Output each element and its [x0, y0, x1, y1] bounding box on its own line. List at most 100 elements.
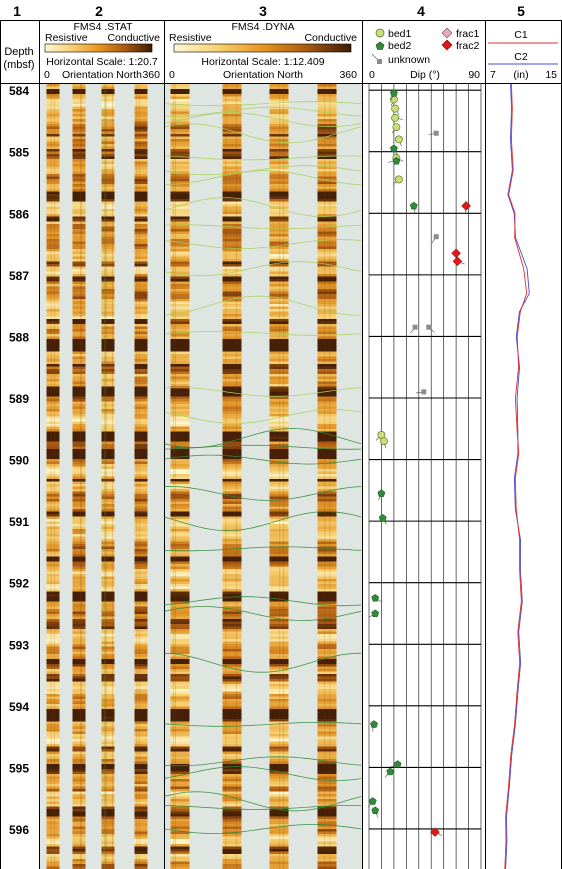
dyna-pad-row	[222, 281, 242, 285]
dyna-pad-row	[317, 866, 337, 869]
stat-title: FMS4 .STAT	[73, 21, 133, 33]
stat-pad-row	[72, 696, 86, 700]
dyna-pad-row	[170, 634, 190, 637]
stat-pad-row	[72, 659, 86, 662]
dyna-pad-row	[170, 184, 190, 187]
dyna-pad-row	[269, 149, 289, 152]
dyna-pad-row	[222, 819, 242, 822]
dyna-pad-row	[269, 329, 289, 332]
stat-pad-row	[72, 506, 86, 510]
stat-pad-row	[134, 124, 148, 127]
dyna-pad-row	[269, 384, 289, 387]
stat-pad-row	[72, 581, 86, 585]
stat-pad-row	[101, 499, 115, 502]
dyna-pad-row	[222, 594, 242, 597]
dyna-pad-row	[269, 516, 289, 520]
stat-pad-row	[46, 799, 60, 802]
stat-pad-row	[101, 474, 115, 477]
dyna-pad-row	[222, 319, 242, 322]
dyna-pad-row	[170, 831, 190, 835]
stat-pad-row	[46, 161, 60, 165]
dyna-pad-row	[269, 389, 289, 392]
stat-pad-row	[72, 666, 86, 670]
stat-pad-row	[134, 179, 148, 182]
dyna-pad-row	[222, 536, 242, 540]
dyna-pad-row	[170, 219, 190, 222]
dyna-bedding-sinusoid	[164, 261, 362, 277]
stat-pad-row	[101, 444, 115, 447]
dyna-pad-row	[170, 106, 190, 110]
stat-pad-row	[101, 621, 115, 625]
stat-pad-row	[72, 429, 86, 432]
dyna-pad-row	[222, 744, 242, 747]
dyna-pad-row	[269, 441, 289, 445]
stat-pad-row	[46, 764, 60, 767]
dyna-pad-row	[317, 474, 337, 477]
dyna-pad-row	[222, 211, 242, 215]
dyna-pad-row	[317, 289, 337, 292]
dyna-pad-row	[269, 264, 289, 267]
dyna-pad-row	[170, 306, 190, 310]
stat-pad-row	[46, 746, 60, 750]
dyna-pad-row	[317, 804, 337, 807]
dyna-pad-row	[317, 409, 337, 412]
stat-pad-row	[101, 581, 115, 585]
stat-pad-row	[72, 599, 86, 602]
dyna-pad-row	[317, 246, 337, 250]
stat-pad-row	[134, 194, 148, 197]
dyna-pad-row	[170, 239, 190, 242]
stat-pad-row	[101, 284, 115, 287]
stat-pad-row	[72, 179, 86, 182]
stat-pad-row	[134, 841, 148, 845]
dyna-pad-row	[269, 446, 289, 450]
stat-pad-row	[46, 661, 60, 665]
caliper-c1-curve	[504, 83, 528, 869]
dyna-pad-row	[170, 536, 190, 540]
stat-pad-row	[72, 376, 86, 380]
stat-pad-row	[101, 631, 115, 635]
stat-pad-row	[72, 554, 86, 557]
stat-pad-row	[101, 634, 115, 637]
dyna-pad-row	[170, 761, 190, 765]
stat-pad-row	[46, 386, 60, 390]
dyna-pad-row	[222, 511, 242, 515]
stat-pad-row	[101, 121, 115, 125]
dyna-pad-row	[317, 661, 337, 665]
dyna-pad-row	[170, 694, 190, 697]
dyna-pad-row	[222, 219, 242, 222]
dyna-pad-row	[170, 849, 190, 852]
dyna-pad-row	[317, 304, 337, 307]
stat-pad-row	[46, 369, 60, 372]
stat-pad-row	[72, 644, 86, 647]
dyna-pad-row	[222, 164, 242, 167]
dyna-pad-row	[269, 699, 289, 702]
stat-pad-row	[72, 224, 86, 227]
dyna-pad-row	[317, 516, 337, 520]
dyna-pad-row	[222, 274, 242, 277]
dyna-pad-row	[222, 214, 242, 217]
stat-pad-row	[134, 346, 148, 350]
stat-pad-row	[72, 181, 86, 185]
stat-pad-row	[46, 786, 60, 790]
dyna-pad-row	[222, 716, 242, 720]
dyna-pad-row	[317, 134, 337, 137]
stat-pad-row	[101, 146, 115, 150]
stat-pad-row	[134, 809, 148, 812]
dyna-pad-row	[269, 769, 289, 772]
dyna-pad-row	[317, 89, 337, 92]
dyna-pad-row	[317, 281, 337, 285]
stat-pad-row	[72, 259, 86, 262]
dyna-pad-row	[222, 616, 242, 620]
dyna-pad-row	[317, 204, 337, 207]
dyna-pad-row	[317, 814, 337, 817]
stat-pad-row	[101, 124, 115, 127]
dyna-pad-row	[317, 679, 337, 682]
stat-pad-row	[72, 556, 86, 560]
dyna-pad-row	[269, 636, 289, 640]
dyna-pad-row	[317, 786, 337, 790]
dyna-pad-row	[269, 444, 289, 447]
stat-pad-row	[101, 731, 115, 735]
stat-pad-row	[134, 684, 148, 687]
dyna-pad-row	[317, 424, 337, 427]
dyna-pad-row	[269, 826, 289, 830]
